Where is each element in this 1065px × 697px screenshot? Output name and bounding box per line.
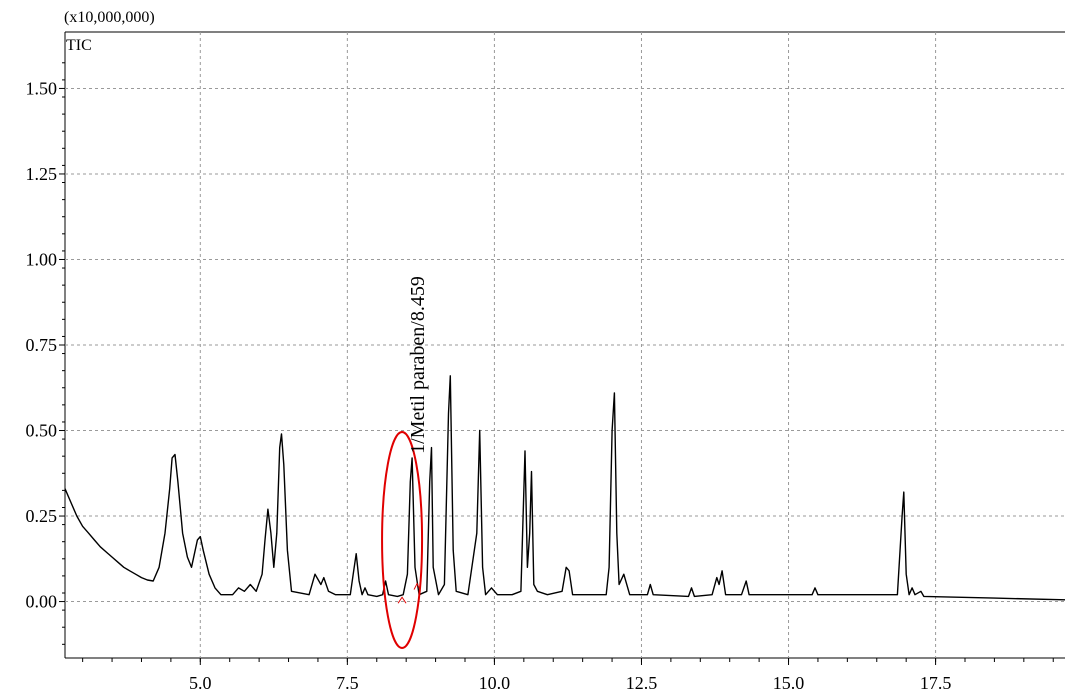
- x-ticks: 5.0 7.5 10.0 12.5 15.0 17.5: [82, 658, 1054, 693]
- x-tick-label: 5.0: [189, 673, 212, 693]
- x-tick-label: 17.5: [920, 673, 952, 693]
- x-tick-label: 12.5: [626, 673, 658, 693]
- highlight-ellipse: [381, 430, 424, 649]
- y-multiplier-label: (x10,000,000): [64, 9, 155, 26]
- peak-annotation-label: 1/Metil paraben/8.459: [407, 276, 429, 454]
- y-tick-label: 0.75: [26, 335, 58, 355]
- peak-start-marker: [397, 596, 407, 604]
- y-tick-label: 1.25: [26, 164, 58, 184]
- x-tick-label: 10.0: [479, 673, 511, 693]
- tic-trace: [64, 375, 1065, 601]
- x-tick-label: 7.5: [336, 673, 359, 693]
- gridlines: [65, 32, 1065, 658]
- trace-label: TIC: [66, 37, 92, 54]
- y-ticks: 0.00 0.25 0.50 0.75 1.00 1.25 1.50: [26, 62, 65, 645]
- y-tick-label: 0.50: [26, 421, 58, 441]
- peak-end-marker: [413, 582, 421, 590]
- y-tick-label: 0.25: [26, 506, 58, 526]
- y-tick-label: 1.00: [26, 249, 58, 269]
- peak-marker: [397, 582, 421, 604]
- y-tick-label: 0.00: [26, 592, 58, 612]
- x-tick-label: 15.0: [773, 673, 805, 693]
- y-tick-label: 1.50: [26, 78, 58, 98]
